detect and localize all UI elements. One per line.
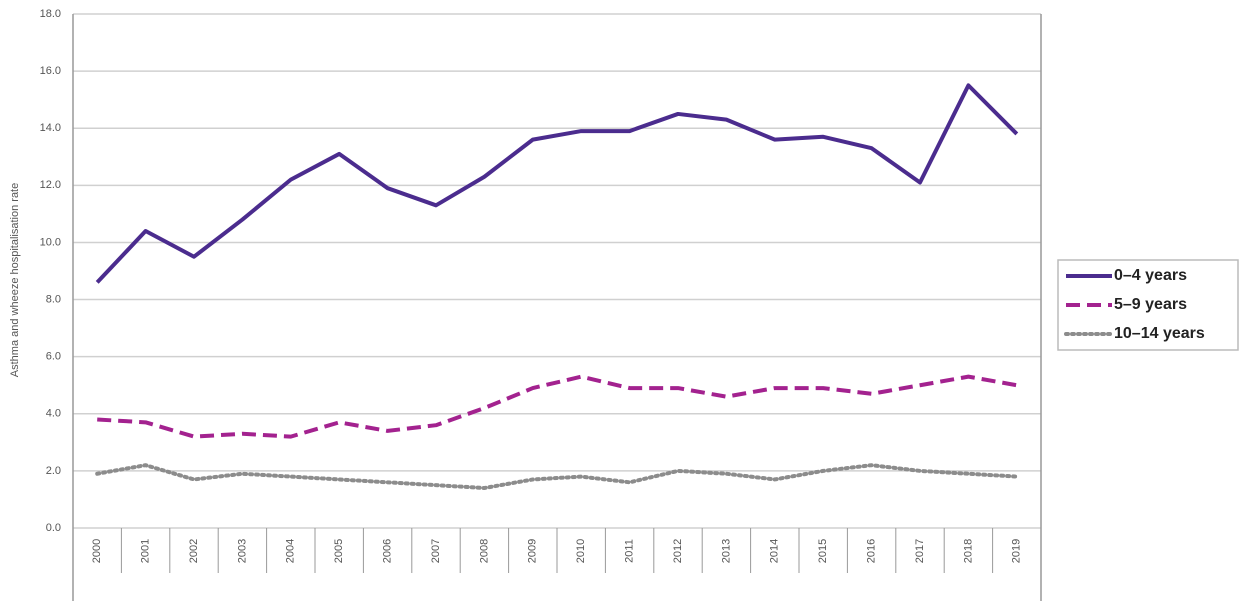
y-tick-label: 16.0 [40, 65, 61, 77]
series-line [95, 83, 1019, 284]
y-tick-label: 2.0 [46, 465, 61, 477]
series-line [97, 374, 1018, 439]
y-tick-label: 10.0 [40, 236, 61, 248]
series-line [95, 463, 1019, 491]
x-tick-label: 2012 [672, 539, 684, 563]
x-tick-label: 2015 [817, 539, 829, 563]
legend-label: 10–14 years [1114, 325, 1205, 342]
legend-label: 5–9 years [1114, 296, 1187, 313]
x-tick-label: 2009 [527, 539, 539, 563]
x-tick-label: 2004 [285, 539, 297, 563]
legend: 0–4 years 5–9 years 10–14 years [1057, 259, 1239, 351]
y-tick-label: 0.0 [46, 522, 61, 534]
x-tick-label: 2013 [720, 539, 732, 563]
y-tick-label: 18.0 [40, 8, 61, 20]
x-tick-label: 2007 [430, 539, 442, 563]
x-tick-label: 2018 [962, 539, 974, 563]
y-tick-label: 4.0 [46, 408, 61, 420]
x-tick-label: 2019 [1011, 539, 1023, 563]
y-axis-label: Asthma and wheeze hospitalisation rate [9, 183, 21, 377]
y-tick-label: 6.0 [46, 351, 61, 363]
x-tick-label: 2002 [188, 539, 200, 563]
x-tick-label: 2017 [914, 539, 926, 563]
x-tick-label: 2010 [575, 539, 587, 563]
x-tick-label: 2003 [236, 539, 248, 563]
x-tick-label: 2016 [866, 539, 878, 563]
x-tick-label: 2000 [91, 539, 103, 563]
x-tick-label: 2005 [333, 539, 345, 563]
y-tick-label: 12.0 [40, 179, 61, 191]
y-tick-label: 14.0 [40, 122, 61, 134]
x-tick-label: 2011 [624, 539, 636, 563]
x-tick-label: 2014 [769, 539, 781, 563]
x-tick-label: 2001 [140, 539, 152, 563]
legend-label: 0–4 years [1114, 267, 1187, 284]
x-tick-label: 2008 [478, 539, 490, 563]
y-tick-label: 8.0 [46, 293, 61, 305]
x-tick-label: 2006 [382, 539, 394, 563]
